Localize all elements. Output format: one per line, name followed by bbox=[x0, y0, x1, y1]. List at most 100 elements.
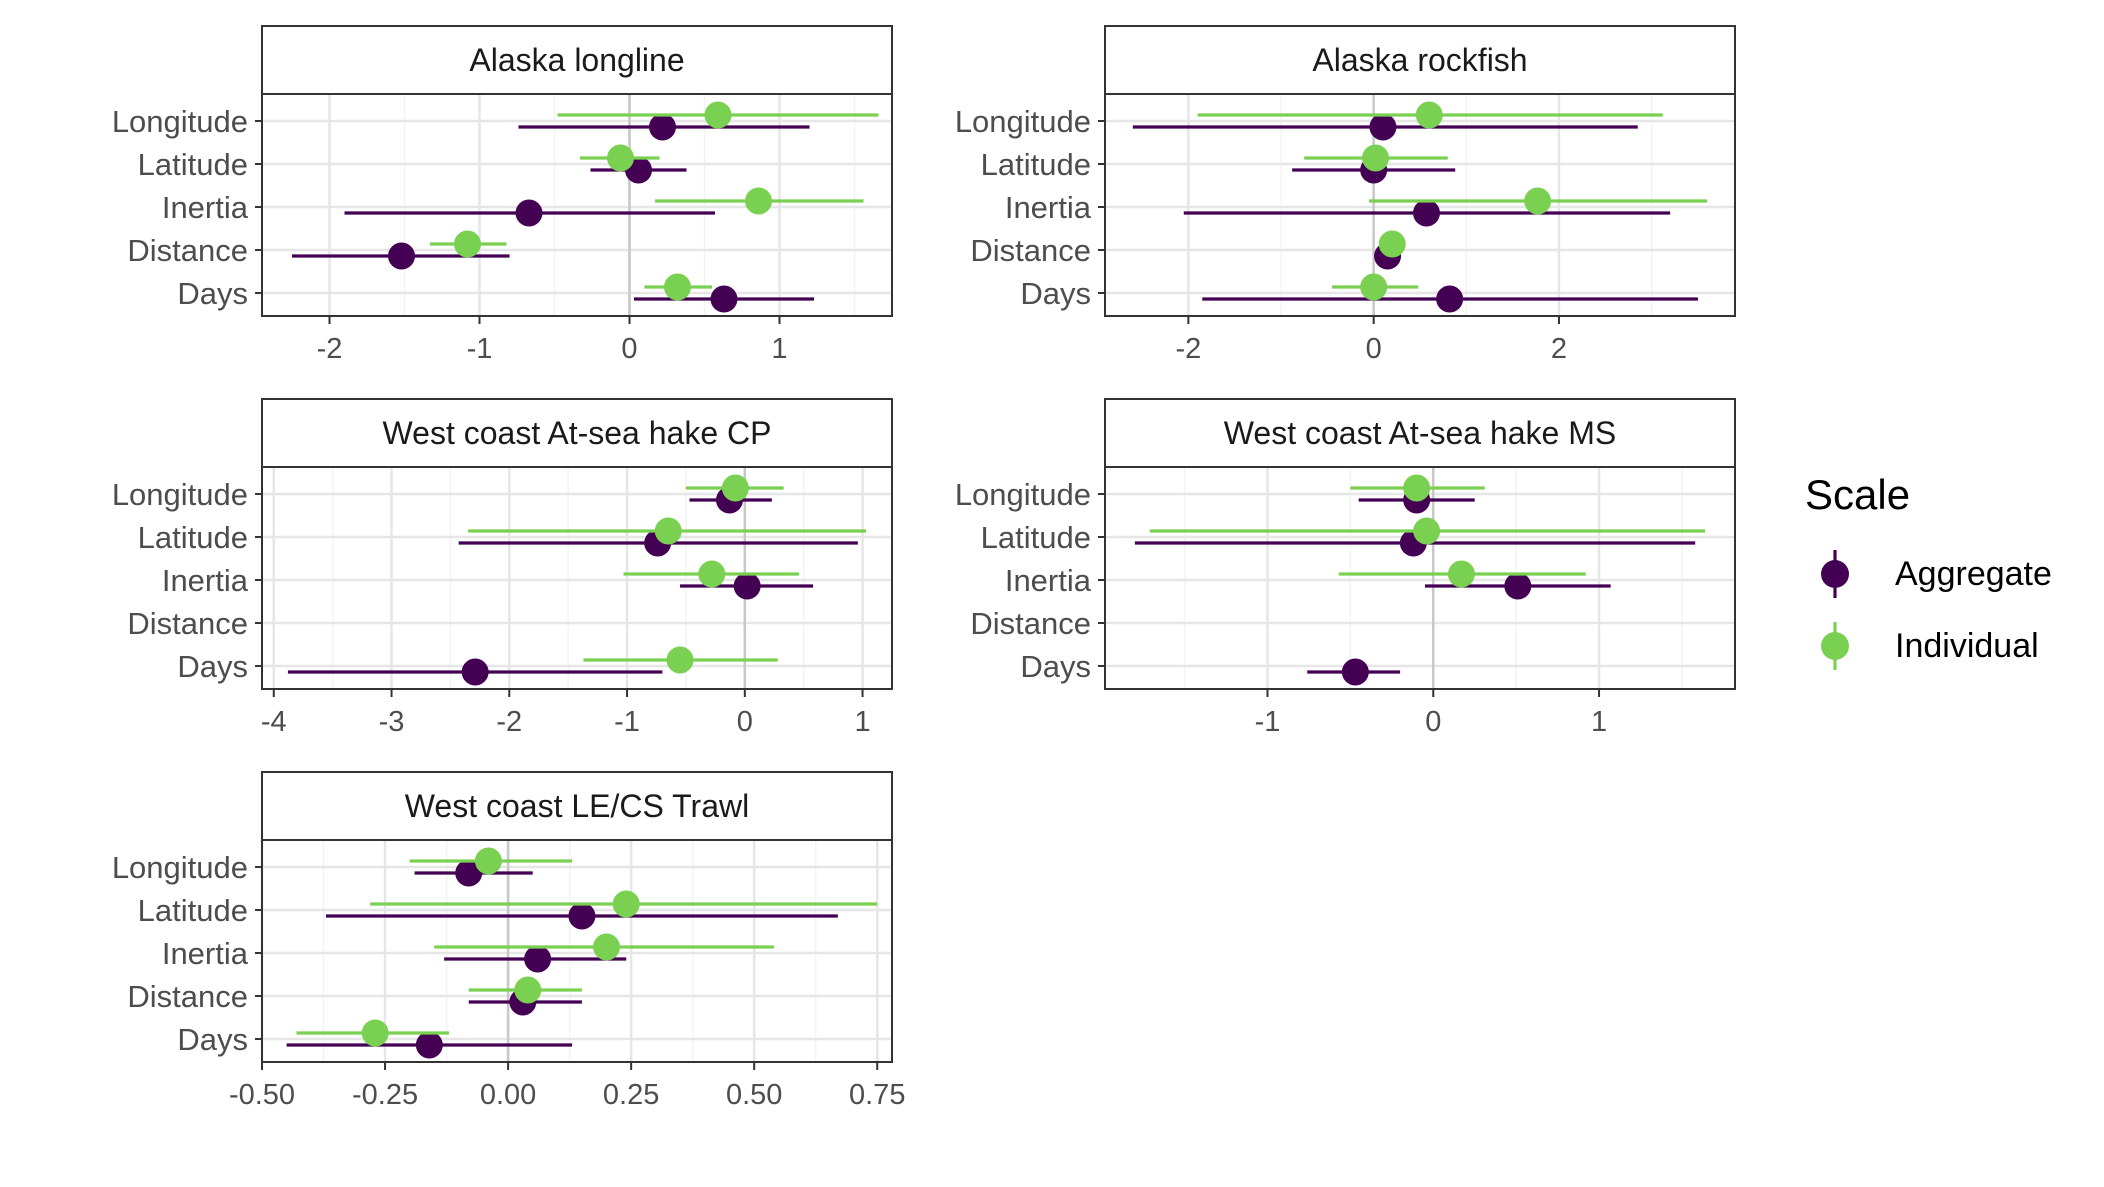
individual-days-point bbox=[664, 273, 691, 301]
y-tick-label: Distance bbox=[970, 606, 1091, 641]
strip-background bbox=[261, 25, 893, 95]
legend-title: Scale bbox=[1805, 471, 1910, 518]
y-tick-label: Longitude bbox=[112, 850, 248, 885]
individual-latitude-point bbox=[654, 517, 682, 545]
legend: Scale Aggregate Individual bbox=[1805, 471, 2052, 670]
aggregate-distance-point bbox=[388, 242, 415, 270]
aggregate-days-point bbox=[1341, 658, 1369, 686]
panel-background bbox=[262, 467, 892, 689]
aggregate-longitude-point bbox=[455, 859, 483, 887]
x-tick-label: 0.25 bbox=[603, 1079, 659, 1111]
panel-border bbox=[261, 466, 893, 690]
strip-title: Alaska longline bbox=[469, 42, 684, 78]
x-tick-label: 0.75 bbox=[849, 1079, 905, 1111]
y-tick-label: Latitude bbox=[138, 520, 248, 555]
panel-border bbox=[1104, 93, 1736, 317]
strip-title: West coast LE/CS Trawl bbox=[405, 788, 749, 824]
aggregate-inertia-point bbox=[515, 199, 543, 227]
aggregate-inertia-point bbox=[1504, 572, 1532, 600]
individual-distance-point bbox=[1378, 230, 1406, 258]
y-tick-label: Distance bbox=[127, 606, 248, 641]
aggregate-latitude-point bbox=[568, 902, 596, 930]
x-tick-label: -1 bbox=[1255, 706, 1281, 738]
x-tick-label: 0 bbox=[1425, 706, 1441, 738]
individual-longitude-point bbox=[474, 847, 502, 875]
x-tick-label: -2 bbox=[496, 706, 522, 738]
y-tick-label: Distance bbox=[127, 979, 248, 1014]
individual-days-point bbox=[1360, 273, 1388, 301]
individual-longitude-point bbox=[721, 474, 749, 502]
legend-label-aggregate: Aggregate bbox=[1895, 555, 2052, 593]
panel-border bbox=[261, 839, 893, 1063]
y-tick-label: Days bbox=[177, 649, 248, 684]
x-tick-label: 0 bbox=[1366, 333, 1382, 365]
aggregate-days-point bbox=[1436, 285, 1464, 313]
y-tick-label: Inertia bbox=[162, 936, 249, 971]
aggregate-days-point bbox=[415, 1031, 443, 1059]
aggregate-days-point bbox=[710, 285, 738, 313]
legend-key-aggregate-point bbox=[1821, 560, 1849, 588]
panel-west-coast-at-sea-hake-ms: West coast At-sea hake MS Longitude Latitu… bbox=[955, 398, 1736, 738]
panel-border bbox=[1104, 466, 1736, 690]
individual-longitude-point bbox=[1403, 474, 1431, 502]
y-tick-label: Days bbox=[177, 1022, 248, 1057]
individual-latitude-point bbox=[1362, 144, 1390, 172]
y-tick-label: Latitude bbox=[138, 147, 248, 182]
aggregate-days-point bbox=[461, 658, 489, 686]
individual-inertia-point bbox=[1524, 187, 1552, 215]
strip-title: West coast At-sea hake CP bbox=[383, 415, 772, 451]
x-tick-label: 0.00 bbox=[480, 1079, 536, 1111]
x-tick-label: -1 bbox=[467, 333, 493, 365]
y-tick-label: Distance bbox=[127, 233, 248, 268]
x-tick-label: 0 bbox=[737, 706, 753, 738]
x-tick-label: 1 bbox=[854, 706, 870, 738]
y-tick-label: Latitude bbox=[981, 520, 1091, 555]
aggregate-longitude-point bbox=[1369, 113, 1397, 141]
x-tick-label: 0.50 bbox=[726, 1079, 782, 1111]
legend-label-individual: Individual bbox=[1895, 627, 2039, 665]
x-tick-label: 1 bbox=[771, 333, 787, 365]
x-tick-label: -0.25 bbox=[352, 1079, 418, 1111]
aggregate-inertia-point bbox=[524, 945, 552, 973]
x-tick-label: -4 bbox=[261, 706, 287, 738]
y-tick-label: Inertia bbox=[1005, 190, 1092, 225]
y-tick-label: Longitude bbox=[955, 104, 1091, 139]
y-tick-label: Longitude bbox=[112, 477, 248, 512]
y-tick-label: Longitude bbox=[955, 477, 1091, 512]
individual-latitude-point bbox=[612, 890, 640, 918]
aggregate-inertia-point bbox=[1412, 199, 1440, 227]
panel-alaska-rockfish: Alaska rockfish Longitude Latitude Inertia D… bbox=[955, 25, 1736, 365]
panel-border bbox=[261, 93, 893, 317]
y-tick-label: Inertia bbox=[162, 563, 249, 598]
x-tick-label: -2 bbox=[317, 333, 343, 365]
x-tick-label: 1 bbox=[1591, 706, 1607, 738]
strip-title: West coast At-sea hake MS bbox=[1224, 415, 1616, 451]
individual-days-point bbox=[361, 1019, 389, 1047]
individual-inertia-point bbox=[698, 560, 726, 588]
individual-distance-point bbox=[454, 230, 481, 258]
y-tick-label: Longitude bbox=[112, 104, 248, 139]
individual-inertia-point bbox=[593, 933, 621, 961]
x-tick-label: -1 bbox=[614, 706, 640, 738]
strip-background bbox=[261, 771, 893, 841]
y-tick-label: Days bbox=[1020, 649, 1091, 684]
individual-inertia-point bbox=[1447, 560, 1475, 588]
individual-longitude-point bbox=[704, 101, 732, 129]
individual-days-point bbox=[666, 646, 694, 674]
aggregate-longitude-point bbox=[649, 113, 676, 141]
strip-title: Alaska rockfish bbox=[1312, 42, 1527, 78]
y-tick-label: Latitude bbox=[981, 147, 1091, 182]
y-tick-label: Distance bbox=[970, 233, 1091, 268]
panel-west-coast-at-sea-hake-cp: West coast At-sea hake CP Longitude Latitu… bbox=[112, 398, 893, 738]
individual-latitude-point bbox=[1413, 517, 1441, 545]
x-tick-label: -0.50 bbox=[229, 1079, 295, 1111]
strip-background bbox=[1104, 25, 1736, 95]
individual-latitude-point bbox=[607, 144, 634, 172]
x-tick-label: -3 bbox=[379, 706, 405, 738]
x-tick-label: -2 bbox=[1175, 333, 1201, 365]
x-tick-label: 0 bbox=[621, 333, 637, 365]
panel-background bbox=[262, 94, 892, 316]
legend-key-individual-point bbox=[1821, 632, 1849, 660]
aggregate-inertia-point bbox=[733, 572, 761, 600]
individual-distance-point bbox=[514, 976, 542, 1004]
